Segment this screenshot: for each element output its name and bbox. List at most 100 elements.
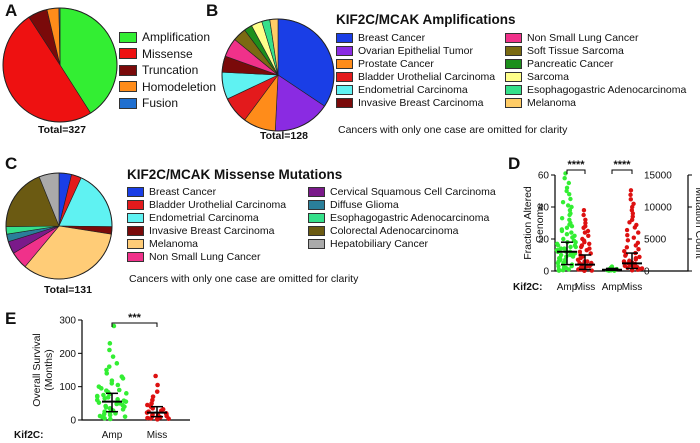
strip-amp-fraction [554,171,578,273]
legend-label: Endometrial Carcinoma [149,211,259,224]
data-point [565,203,571,208]
legend-item-invasive-breast-carcinoma: Invasive Breast Carcinoma [127,224,286,237]
data-point [586,233,591,238]
pie-chart-c [5,172,113,280]
data-point [625,238,631,243]
data-point [145,402,150,408]
legend-label: Bladder Urothelial Carcinoma [358,70,496,83]
data-point [120,407,126,412]
significance-bracket [111,322,158,327]
x-tick-label: Miss [147,430,168,441]
data-point [107,416,113,422]
data-point [110,354,116,359]
legend-item-sarcoma: Sarcoma [505,70,686,83]
x-prefix-label: Kif2C: [513,282,542,293]
legend-label: Breast Cancer [149,185,217,198]
y-tick-label: 0 [70,416,76,427]
legend-item-endometrial-carcinoma: Endometrial Carcinoma [127,211,286,224]
data-point [632,225,638,230]
data-point [564,232,570,237]
legend-item-non-small-lung-cancer: Non Small Lung Cancer [505,31,686,44]
legend-swatch [336,58,353,69]
x-tick-label: Amp [102,430,123,441]
legend-label: Breast Cancer [358,31,426,44]
y-tick-label-right: 0 [644,267,650,278]
strip-miss-survival [144,373,171,422]
legend-b-col1: Breast Cancer Ovarian Epithelial Tumor Pro… [336,31,495,109]
data-point [637,254,642,260]
strip-miss-fraction [575,208,595,274]
data-point [555,243,561,248]
legend-swatch [308,238,325,249]
legend-item-invasive-breast-carcinoma: Invasive Breast Carcinoma [336,96,495,109]
legend-swatch [336,84,353,95]
data-point [628,192,633,198]
legend-label: Soft Tissue Sarcoma [527,44,624,57]
y-tick-label: 100 [59,382,76,393]
data-point [566,180,572,186]
legend-swatch [336,71,353,82]
data-point [581,208,587,213]
legend-label: Pancreatic Cancer [527,57,614,70]
data-point [582,230,588,235]
legend-swatch [505,71,522,82]
strip-amp-mutation [602,264,622,273]
panel-letter-b: B [206,1,219,20]
legend-label: Non Small Lung Cancer [527,31,639,44]
data-point [114,401,119,407]
strip-amp-survival [94,323,129,422]
y-tick-label-right: 10000 [644,203,672,214]
legend-label: Ovarian Epithelial Tumor [358,44,473,57]
data-point [99,386,104,391]
legend-item-truncation: Truncation [119,62,216,79]
data-point [102,396,108,401]
legend-swatch [336,97,353,108]
chart-title-c: KIF2C/MCAK Missense Mutations [127,167,343,182]
data-point [582,240,587,245]
data-point [94,394,100,399]
data-point [583,217,588,222]
legend-item-breast-cancer: Breast Cancer [336,31,495,44]
data-point [636,230,641,235]
significance-bracket [611,169,633,174]
legend-label: Prostate Cancer [358,57,434,70]
strip-miss-mutation [621,188,645,273]
legend-label: Invasive Breast Carcinoma [358,96,484,109]
data-point [630,204,635,210]
data-point [115,382,121,388]
data-point [623,253,628,258]
legend-swatch [127,238,144,249]
x-tick-label: Miss [622,282,643,293]
y-axis-label-right: Mutation Count [693,187,700,258]
legend-label: Invasive Breast Carcinoma [149,224,275,237]
y-tick-label: 300 [59,316,76,327]
x-tick-label: Amp [557,282,578,293]
data-point [633,257,639,262]
legend-swatch [127,251,144,262]
legend-item-fusion: Fusion [119,95,216,112]
legend-c-col1: Breast Cancer Bladder Urothelial Carcinom… [127,185,286,263]
data-point [114,361,120,366]
data-point [567,212,572,218]
data-point [102,416,107,421]
pie-chart-b [221,18,335,132]
data-point [568,244,573,250]
data-point [560,200,566,205]
legend-swatch [336,32,353,43]
data-point [120,376,126,381]
legend-swatch [505,97,522,108]
data-point [145,415,150,421]
data-point [104,367,109,373]
legend-swatch [127,212,144,223]
data-point [568,196,573,202]
legend-item-colorectal-adenocarcinoma: Colorectal Adenocarcinoma [308,224,496,237]
data-point [124,391,129,396]
data-point [630,211,636,216]
legend-item-ovarian-epithelial-tumor: Ovarian Epithelial Tumor [336,44,495,57]
y-tick-label-right: 5000 [644,235,667,246]
data-point [561,236,566,242]
legend-swatch [308,212,325,223]
legend-c-col2: Cervical Squamous Cell Carcinoma Diffuse … [308,185,496,250]
data-point [556,268,562,273]
